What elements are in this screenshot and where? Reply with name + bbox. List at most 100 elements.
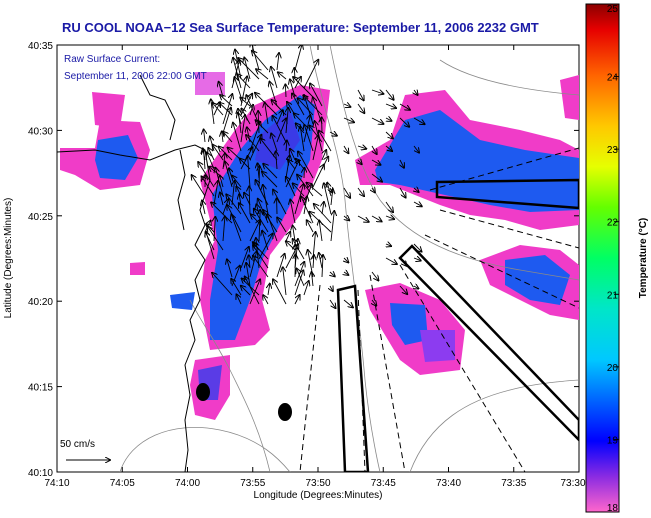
x-tick-label: 73:30 (560, 478, 585, 489)
current-vector (271, 134, 278, 152)
current-vector (213, 103, 224, 116)
current-vector (220, 95, 233, 107)
current-vector (413, 117, 425, 124)
current-vector (276, 110, 283, 125)
current-vector (385, 146, 392, 151)
current-vector (321, 157, 328, 170)
current-vector (213, 145, 224, 161)
current-vector (371, 271, 378, 280)
current-vector (286, 108, 288, 134)
current-vector (259, 166, 260, 188)
current-vector (241, 109, 251, 125)
x-tick-label: 74:05 (110, 478, 135, 489)
separation-zones (336, 178, 579, 472)
current-vector (245, 277, 260, 305)
current-vector (322, 255, 323, 278)
current-vector (294, 184, 304, 215)
current-vector (286, 141, 287, 152)
current-vector (372, 145, 377, 154)
chart-title: RU COOL NOAA−12 Sea Surface Temperature:… (62, 20, 539, 35)
current-vector (399, 285, 407, 294)
current-vector (298, 152, 314, 179)
current-vector (265, 103, 269, 125)
current-vector (285, 84, 286, 98)
colorbar-tick-label: 25 (607, 4, 619, 15)
current-vector (233, 123, 242, 152)
current-vector (304, 125, 314, 152)
current-vector (293, 77, 314, 98)
current-vector (330, 286, 333, 291)
current-vector (294, 270, 303, 296)
current-vector (295, 254, 296, 278)
current-vector (303, 95, 323, 116)
current-vector (227, 259, 233, 278)
current-vector (267, 214, 278, 242)
sst-halo-farwest (130, 262, 145, 275)
current-vector (226, 194, 242, 215)
x-tick-label: 74:10 (44, 478, 69, 489)
current-vector (371, 173, 382, 182)
current-vector (273, 190, 287, 215)
current-vector (312, 135, 318, 161)
current-vector (277, 218, 287, 233)
current-vector (322, 202, 324, 215)
x-axis-label: Longitude (Degrees:Minutes) (254, 490, 383, 501)
current-vector (222, 199, 229, 215)
x-tick-label: 74:00 (175, 478, 200, 489)
current-vector (357, 146, 366, 149)
x-tick-label: 73:35 (501, 478, 526, 489)
current-vector (276, 152, 277, 170)
current-vector (232, 181, 235, 206)
current-vector (241, 286, 251, 296)
colorbar-tick-label: 19 (607, 435, 619, 446)
current-vector (385, 257, 397, 264)
current-vector (273, 116, 287, 143)
contour-2 (329, 45, 579, 281)
lane-6 (429, 147, 579, 191)
current-vector (256, 69, 269, 80)
current-vector (208, 226, 224, 251)
current-vector (294, 295, 300, 305)
buoy-marker (196, 383, 210, 401)
current-vector (357, 187, 364, 196)
current-vector (220, 193, 223, 206)
contour-3 (189, 299, 271, 472)
current-vector (303, 281, 309, 296)
current-vector (330, 211, 334, 242)
current-vector (372, 299, 376, 306)
current-vector (294, 45, 302, 71)
current-vector (251, 214, 260, 224)
current-vector (399, 187, 406, 198)
current-vector (344, 216, 349, 220)
sst-halo-northeast (560, 75, 579, 120)
current-vectors (192, 45, 425, 308)
current-vector (223, 217, 225, 242)
current-vector (263, 164, 278, 179)
current-vector (319, 221, 322, 242)
current-vector (255, 93, 278, 116)
current-vector (385, 131, 393, 138)
current-vector (286, 177, 296, 197)
current-vector (225, 162, 233, 188)
current-vector (300, 126, 305, 152)
current-vector (256, 120, 269, 134)
current-vector (312, 272, 314, 287)
current-vector (262, 172, 278, 188)
current-vector (290, 200, 296, 224)
coastline (57, 74, 211, 472)
current-vector (330, 188, 332, 193)
y-tick-label: 40:10 (28, 468, 53, 479)
contour-6 (119, 427, 291, 472)
colorbar-tick-label: 22 (607, 218, 619, 229)
colorbar-tick-label: 18 (607, 503, 619, 514)
lane-7 (439, 209, 579, 249)
lane-4 (399, 264, 526, 472)
current-vector (319, 131, 332, 152)
x-axis: 74:10 74:05 74:00 73:55 73:50 73:45 73:40 73:35… (44, 45, 586, 489)
current-vector (293, 239, 305, 260)
current-vector (329, 132, 337, 136)
current-vector (314, 204, 332, 224)
current-vector (357, 103, 364, 113)
current-vector (385, 201, 393, 212)
